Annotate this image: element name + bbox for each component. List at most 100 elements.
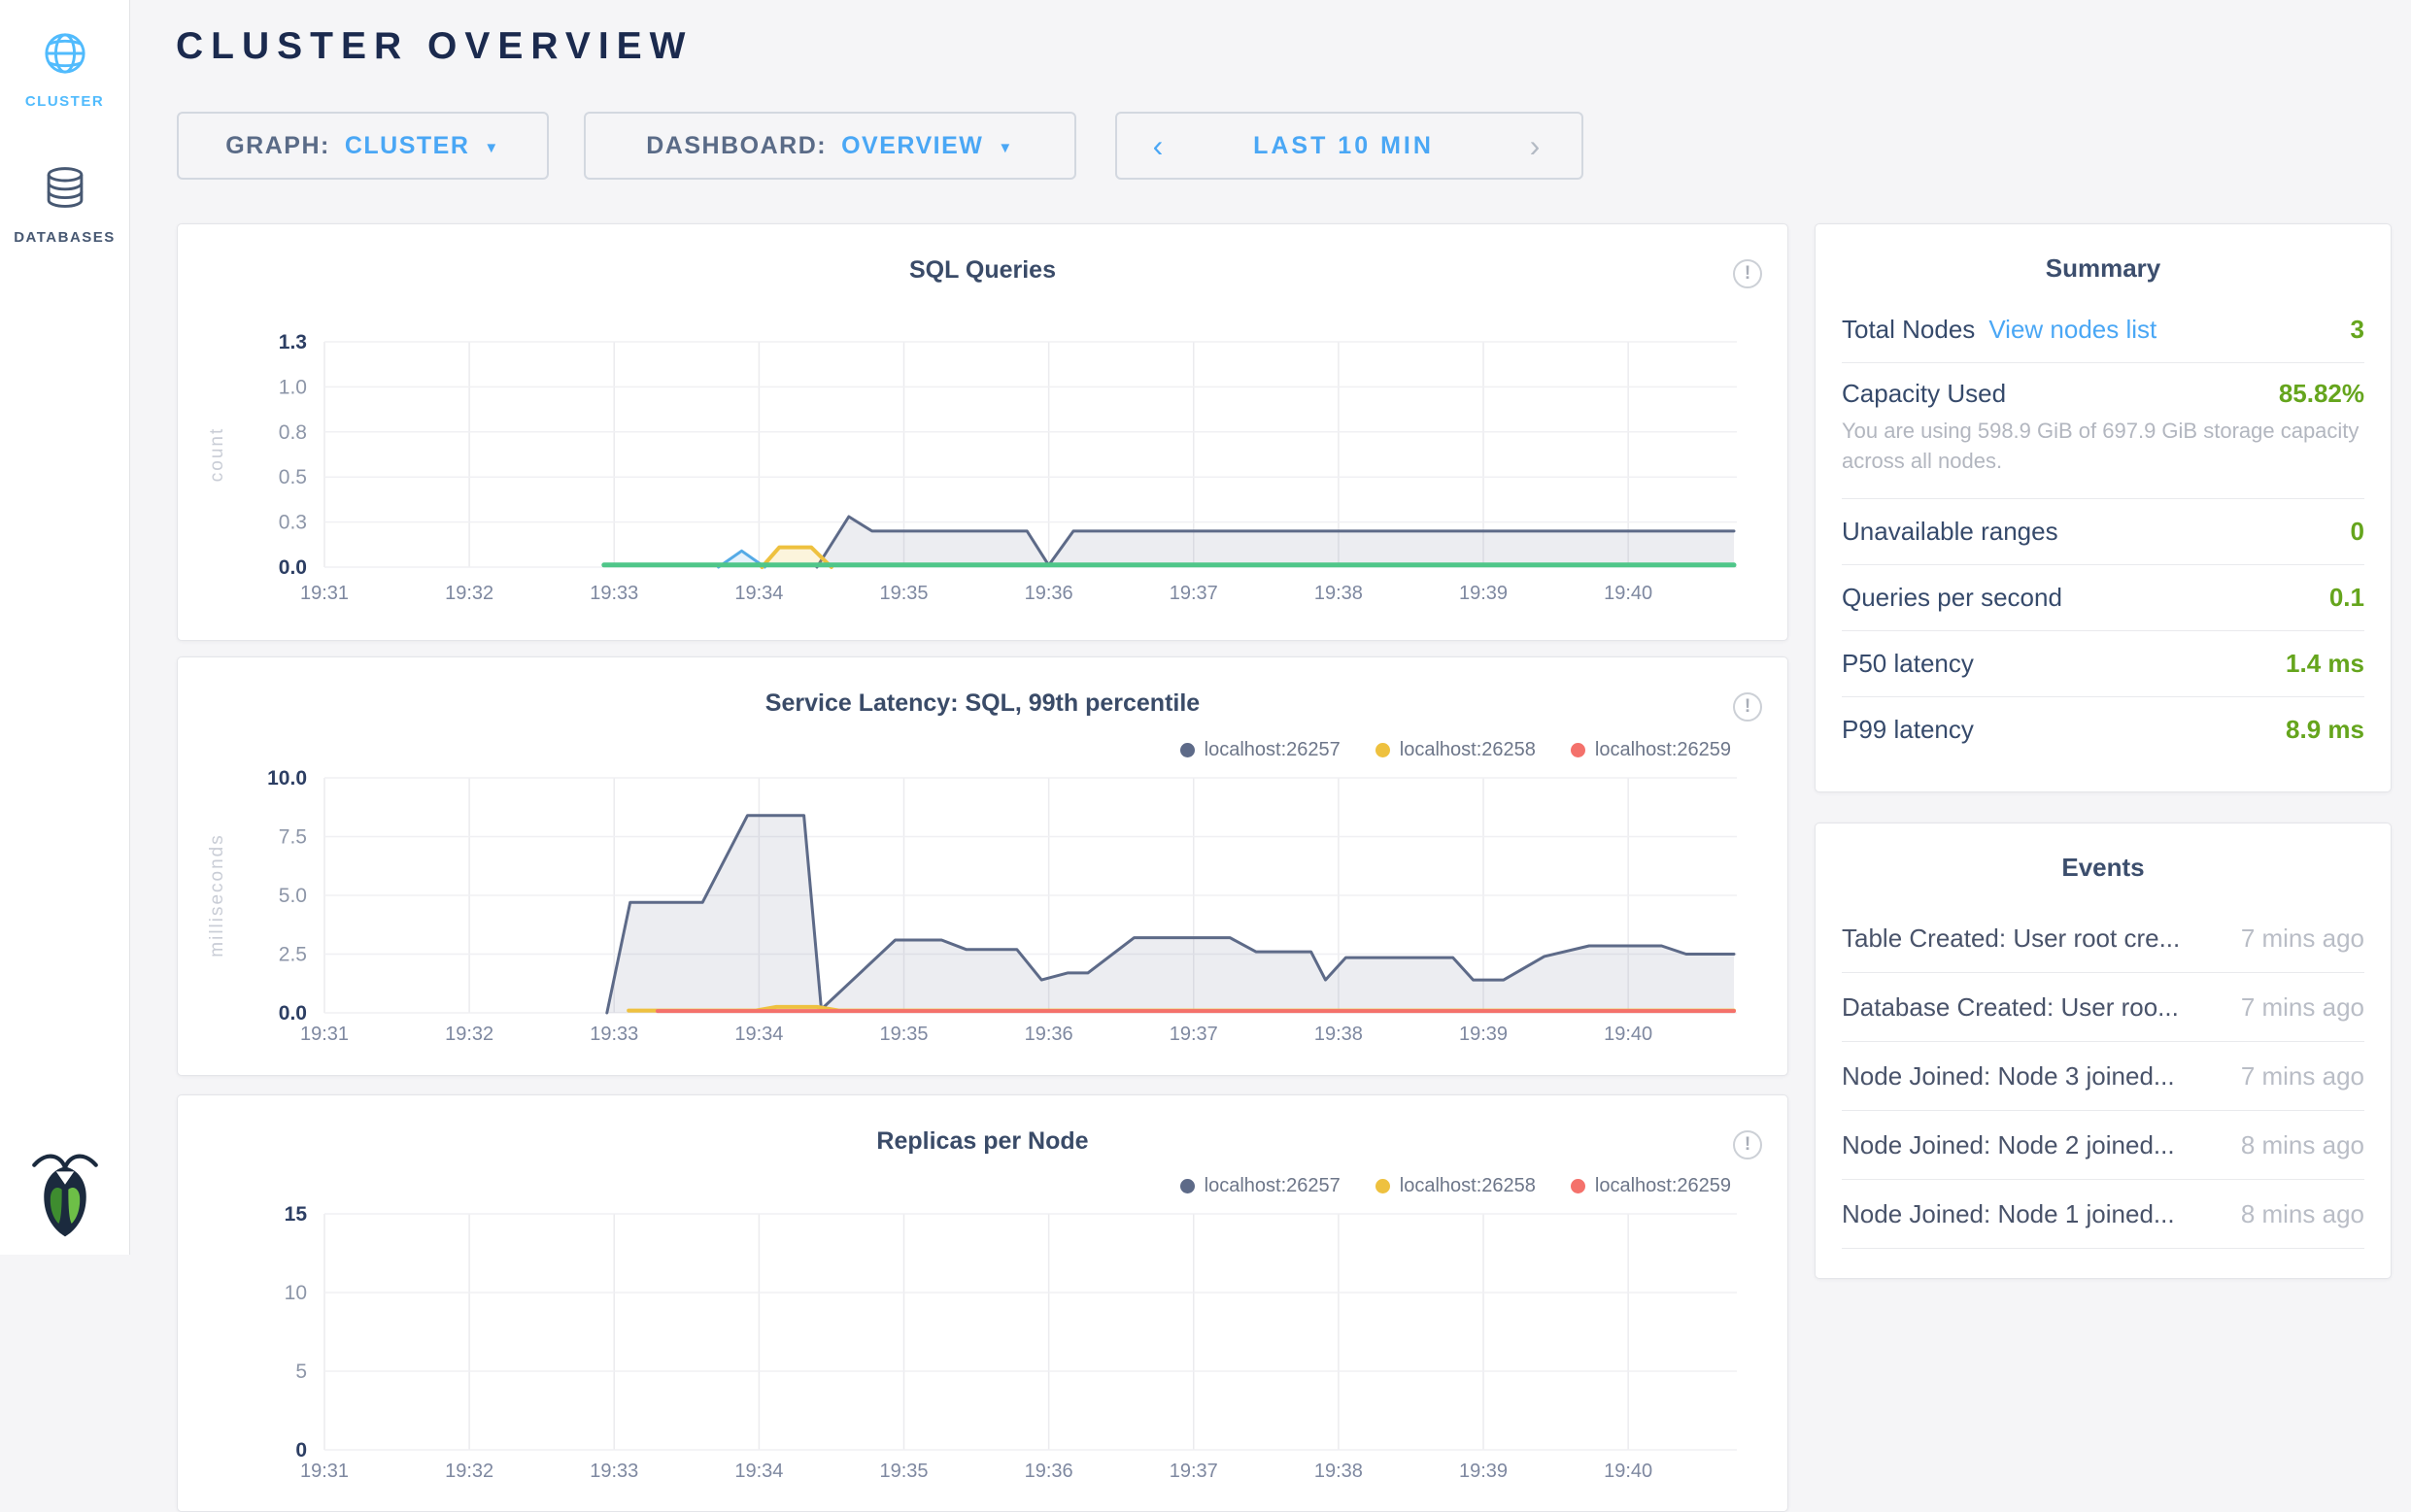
info-icon[interactable]: ! bbox=[1733, 692, 1762, 722]
chart-plot-area: 19:31 19:32 19:33 19:34 19:35 19:36 19:37 19:38… bbox=[178, 321, 1789, 629]
legend-label: localhost:26258 bbox=[1399, 1175, 1536, 1196]
legend-dot-icon bbox=[1179, 743, 1195, 757]
chart-title: SQL Queries bbox=[909, 256, 1056, 284]
svg-text:19:33: 19:33 bbox=[590, 1024, 638, 1045]
summary-row-value: 3 bbox=[2350, 315, 2364, 344]
svg-text:19:39: 19:39 bbox=[1459, 583, 1508, 604]
event-row: Node Joined: Node 1 joined... 8 mins ago bbox=[1842, 1180, 2364, 1249]
chart-svg: 19:31 19:32 19:33 19:34 19:35 19:36 19:37 19:38… bbox=[207, 767, 1737, 1045]
globe-icon bbox=[44, 33, 85, 74]
svg-text:19:40: 19:40 bbox=[1604, 1024, 1652, 1045]
graph-dropdown-value: CLUSTER bbox=[344, 131, 470, 159]
event-time: 8 mins ago bbox=[2240, 1129, 2364, 1159]
summary-row-value: 8.9 ms bbox=[2286, 715, 2364, 745]
view-nodes-link[interactable]: View nodes list bbox=[1988, 315, 2157, 344]
svg-text:19:37: 19:37 bbox=[1170, 1461, 1218, 1482]
svg-text:19:37: 19:37 bbox=[1170, 1024, 1218, 1045]
event-time: 7 mins ago bbox=[2240, 923, 2364, 953]
graph-dropdown-label: GRAPH: bbox=[225, 131, 330, 159]
summary-row-value: 0 bbox=[2350, 516, 2364, 546]
legend-item: localhost:26258 bbox=[1375, 1175, 1536, 1197]
chart-plot-area: 19:31 19:32 19:33 19:34 19:35 19:36 19:37 19:38… bbox=[178, 1197, 1789, 1494]
legend-item: localhost:26259 bbox=[1570, 1175, 1731, 1197]
svg-text:19:38: 19:38 bbox=[1314, 1461, 1363, 1482]
svg-text:7.5: 7.5 bbox=[279, 826, 307, 849]
svg-text:19:35: 19:35 bbox=[879, 1024, 928, 1045]
summary-row-value: 0.1 bbox=[2328, 582, 2364, 612]
svg-text:2.5: 2.5 bbox=[279, 944, 307, 966]
event-text: Database Created: User roo... bbox=[1842, 991, 2179, 1022]
summary-row-label: Capacity Used bbox=[1842, 379, 2007, 408]
sql-queries-chart-card: SQL Queries ! 19:31 19:32 19:33 19:34 19:35 1… bbox=[177, 223, 1788, 641]
replicas-per-node-chart-card: Replicas per Node ! localhost:26257 local… bbox=[177, 1094, 1788, 1512]
svg-text:19:36: 19:36 bbox=[1025, 1024, 1073, 1045]
legend-item: localhost:26259 bbox=[1570, 739, 1731, 761]
legend-dot-icon bbox=[1375, 1179, 1390, 1193]
event-text: Node Joined: Node 3 joined... bbox=[1842, 1060, 2175, 1091]
dashboard-dropdown-value: OVERVIEW bbox=[841, 131, 984, 159]
svg-text:19:40: 19:40 bbox=[1604, 1461, 1652, 1482]
legend-label: localhost:26257 bbox=[1204, 1175, 1341, 1196]
chevron-down-icon: ▼ bbox=[484, 139, 500, 156]
time-range-button[interactable]: LAST 10 MIN bbox=[1199, 114, 1488, 178]
info-icon[interactable]: ! bbox=[1733, 259, 1762, 288]
svg-text:count: count bbox=[207, 427, 227, 482]
legend-label: localhost:26257 bbox=[1204, 739, 1341, 760]
event-text: Node Joined: Node 2 joined... bbox=[1842, 1129, 2175, 1159]
event-time: 7 mins ago bbox=[2240, 991, 2364, 1022]
legend-item: localhost:26257 bbox=[1179, 1175, 1341, 1197]
svg-text:19:33: 19:33 bbox=[590, 1461, 638, 1482]
chart-svg: 19:31 19:32 19:33 19:34 19:35 19:36 19:37 19:38… bbox=[207, 331, 1737, 604]
chart-legend: localhost:26257 localhost:26258 localhost:… bbox=[1179, 739, 1731, 761]
legend-dot-icon bbox=[1375, 743, 1390, 757]
dashboard-dropdown-label: DASHBOARD: bbox=[646, 131, 828, 159]
summary-row-unavailable-ranges: Unavailable ranges 0 bbox=[1842, 499, 2364, 565]
summary-row-label: P99 latency bbox=[1842, 715, 1974, 745]
events-panel: Events Table Created: User root cre... 7… bbox=[1815, 823, 2392, 1279]
time-prev-button[interactable]: ‹ bbox=[1117, 114, 1199, 178]
summary-row-p50-latency: P50 latency 1.4 ms bbox=[1842, 631, 2364, 697]
summary-panel: Summary Total Nodes View nodes list 3 Cap… bbox=[1815, 223, 2392, 792]
svg-text:0: 0 bbox=[295, 1439, 307, 1462]
summary-row-label: Unavailable ranges bbox=[1842, 516, 2058, 546]
svg-text:19:36: 19:36 bbox=[1025, 583, 1073, 604]
svg-text:19:34: 19:34 bbox=[734, 1461, 783, 1482]
svg-text:1.0: 1.0 bbox=[279, 376, 307, 398]
dashboard-dropdown[interactable]: DASHBOARD: OVERVIEW ▼ bbox=[584, 112, 1076, 180]
graph-dropdown[interactable]: GRAPH: CLUSTER ▼ bbox=[177, 112, 549, 180]
event-row: Table Created: User root cre... 7 mins a… bbox=[1842, 904, 2364, 973]
summary-row-queries-per-second: Queries per second 0.1 bbox=[1842, 565, 2364, 631]
service-latency-chart-card: Service Latency: SQL, 99th percentile ! … bbox=[177, 656, 1788, 1076]
svg-text:19:31: 19:31 bbox=[300, 583, 349, 604]
svg-text:15: 15 bbox=[285, 1203, 308, 1226]
svg-text:19:38: 19:38 bbox=[1314, 583, 1363, 604]
svg-text:19:36: 19:36 bbox=[1025, 1461, 1073, 1482]
chart-title: Service Latency: SQL, 99th percentile bbox=[764, 689, 1201, 717]
legend-label: localhost:26259 bbox=[1594, 739, 1731, 760]
event-row: Database Created: User roo... 7 mins ago bbox=[1842, 973, 2364, 1042]
chevron-down-icon: ▼ bbox=[998, 139, 1014, 156]
info-icon[interactable]: ! bbox=[1733, 1130, 1762, 1159]
svg-text:19:34: 19:34 bbox=[734, 1024, 783, 1045]
sidebar-item-databases[interactable]: DATABASES bbox=[0, 163, 129, 246]
time-next-button[interactable]: › bbox=[1488, 114, 1581, 178]
event-text: Table Created: User root cre... bbox=[1842, 923, 2181, 953]
legend-item: localhost:26257 bbox=[1179, 739, 1341, 761]
svg-text:19:37: 19:37 bbox=[1170, 583, 1218, 604]
svg-text:5.0: 5.0 bbox=[279, 885, 307, 907]
svg-text:19:31: 19:31 bbox=[300, 1024, 349, 1045]
svg-text:19:38: 19:38 bbox=[1314, 1024, 1363, 1045]
event-row: Node Joined: Node 2 joined... 8 mins ago bbox=[1842, 1111, 2364, 1180]
svg-text:0.8: 0.8 bbox=[279, 421, 307, 444]
chart-title: Replicas per Node bbox=[876, 1127, 1089, 1155]
legend-dot-icon bbox=[1179, 1179, 1195, 1193]
legend-label: localhost:26259 bbox=[1594, 1175, 1731, 1196]
svg-text:19:39: 19:39 bbox=[1459, 1024, 1508, 1045]
cockroachdb-logo[interactable] bbox=[24, 1149, 106, 1243]
sidebar-item-label: DATABASES bbox=[14, 229, 116, 246]
svg-text:19:33: 19:33 bbox=[590, 583, 638, 604]
events-title: Events bbox=[2061, 853, 2145, 882]
sidebar-item-cluster[interactable]: CLUSTER bbox=[0, 27, 129, 110]
page-title: CLUSTER OVERVIEW bbox=[176, 25, 694, 67]
cockroach-bug-icon bbox=[31, 1154, 98, 1237]
